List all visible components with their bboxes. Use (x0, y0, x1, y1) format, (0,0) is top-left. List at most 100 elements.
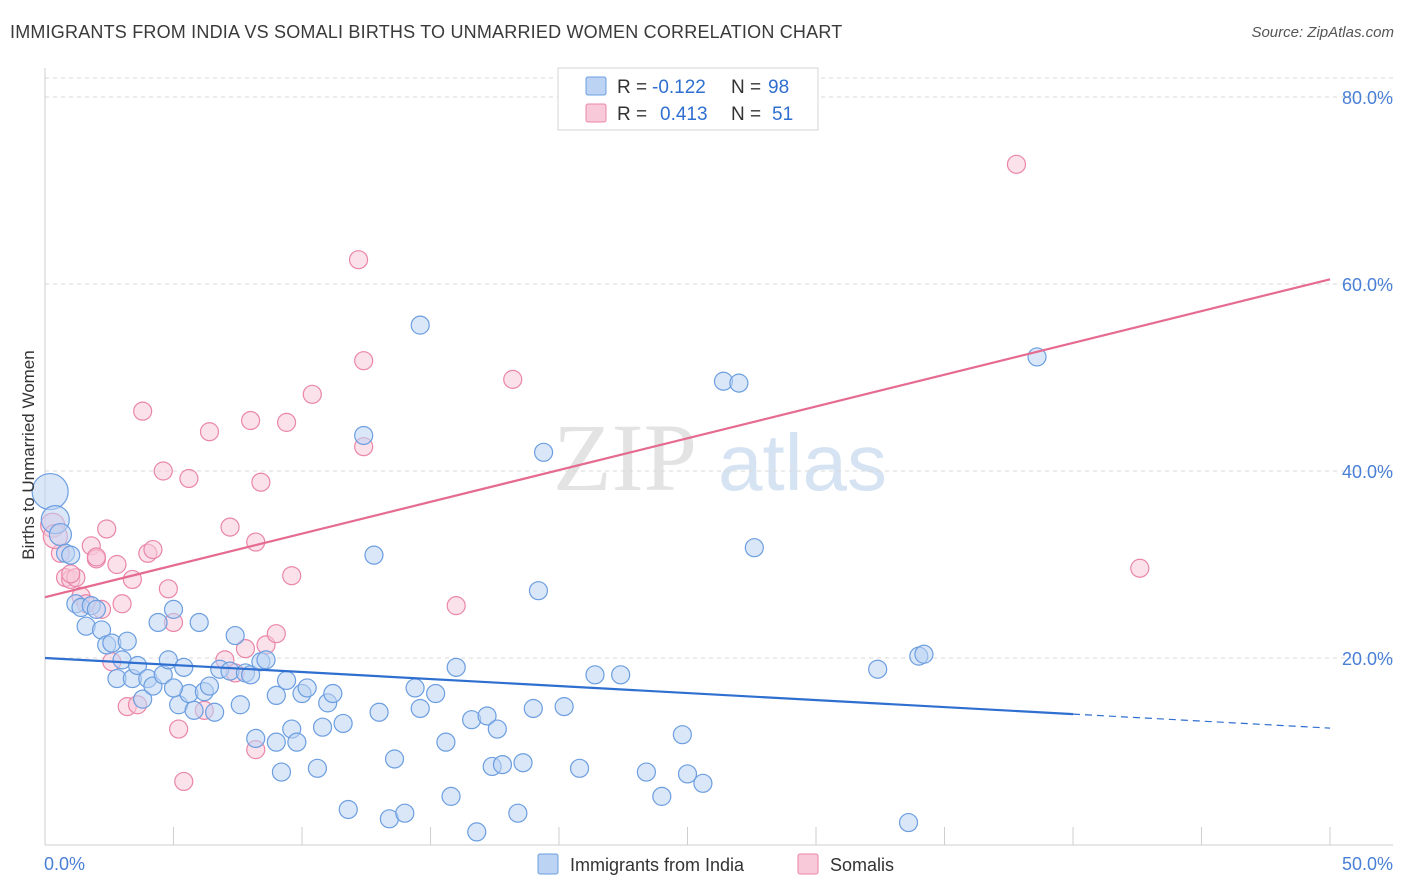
data-point (672, 725, 692, 745)
data-point (148, 612, 168, 633)
data-point (256, 650, 276, 670)
legend-r-value-2: 0.413 (660, 104, 708, 125)
data-point (266, 732, 286, 752)
data-point (384, 749, 405, 769)
data-point (117, 631, 137, 651)
data-point (312, 717, 333, 737)
source-label: Source: ZipAtlas.com (1251, 24, 1394, 41)
data-point (297, 678, 317, 698)
data-point (410, 315, 430, 335)
data-point (230, 695, 250, 715)
data-point (354, 351, 374, 371)
data-point (1130, 558, 1150, 578)
y-tick-label: 60.0% (1342, 275, 1393, 295)
data-point (487, 719, 507, 739)
series-legend-swatch-india (537, 853, 559, 875)
watermark-atlas: atlas (718, 418, 887, 507)
data-point (446, 596, 466, 616)
series-legend-swatch-somalis (797, 853, 819, 875)
data-point (395, 803, 415, 823)
trend-line-india-extension (1072, 713, 1331, 729)
data-point (302, 384, 322, 404)
data-point (287, 732, 307, 752)
data-point (307, 758, 328, 778)
data-point (898, 812, 919, 833)
data-point (503, 369, 523, 389)
data-point (225, 625, 245, 646)
data-point (333, 713, 353, 734)
x-tick-label-min: 0.0% (44, 854, 85, 874)
trend-line-india (44, 656, 1074, 716)
data-point (636, 762, 656, 782)
y-tick-label: 40.0% (1342, 462, 1393, 482)
data-point (744, 538, 764, 558)
data-point (868, 659, 888, 679)
watermark-zip: ZIP (553, 404, 697, 511)
data-point (513, 753, 533, 773)
data-point (174, 657, 194, 677)
gridlines (45, 77, 1393, 659)
legend-swatch-somalis (585, 103, 607, 123)
legend-r-label-1: R = (617, 77, 647, 98)
data-point (205, 702, 225, 722)
data-point (436, 732, 456, 752)
data-point (133, 689, 153, 709)
legend-n-label-1: N = (731, 77, 761, 98)
data-point (266, 624, 286, 644)
data-point (174, 771, 194, 792)
data-point (523, 698, 543, 719)
legend-r-label-2: R = (617, 104, 647, 125)
x-tick-label-max: 50.0% (1342, 854, 1393, 874)
data-point (143, 539, 163, 560)
data-point (405, 678, 425, 698)
data-point (220, 517, 240, 537)
data-point (569, 758, 590, 778)
data-point (276, 412, 297, 432)
y-tick-label: 80.0% (1342, 88, 1393, 108)
data-point (246, 728, 266, 749)
series-legend: Immigrants from India Somalis (537, 853, 894, 875)
data-point (282, 566, 302, 586)
data-point (508, 803, 528, 823)
data-point (533, 442, 554, 462)
data-point (163, 678, 184, 698)
data-point (1006, 154, 1027, 174)
data-point (528, 581, 549, 601)
data-point (426, 683, 446, 704)
data-point (554, 697, 574, 717)
data-point (61, 545, 81, 565)
data-point (86, 599, 107, 619)
chart-title: IMMIGRANTS FROM INDIA VS SOMALI BIRTHS T… (10, 22, 843, 42)
data-point (189, 612, 209, 633)
data-point (410, 698, 430, 719)
svg-text:-0.122 0.413 98: -0.122 0.413 98 51 (652, 77, 794, 125)
data-point (246, 532, 266, 552)
legend-swatch-india (585, 76, 607, 96)
trend-lines (44, 278, 1331, 729)
data-point (86, 547, 107, 567)
data-point (48, 522, 73, 547)
data-point (585, 665, 605, 685)
data-point (153, 461, 173, 481)
data-point (169, 719, 189, 739)
data-point (199, 676, 220, 696)
data-point (127, 655, 148, 676)
y-tick-label: 20.0% (1342, 649, 1393, 669)
data-point (158, 579, 178, 599)
data-point (652, 786, 672, 806)
data-point (61, 564, 81, 584)
data-point (446, 657, 466, 677)
data-point (348, 250, 369, 270)
data-point (97, 519, 117, 539)
data-point (271, 762, 292, 782)
data-point (492, 754, 513, 775)
data-point (729, 373, 749, 393)
series-legend-label-somalis: Somalis (830, 855, 894, 875)
data-point (179, 468, 199, 489)
data-point (369, 702, 389, 722)
data-point (677, 764, 698, 784)
data-point (693, 773, 713, 793)
data-point (441, 786, 461, 806)
data-point (364, 545, 384, 565)
